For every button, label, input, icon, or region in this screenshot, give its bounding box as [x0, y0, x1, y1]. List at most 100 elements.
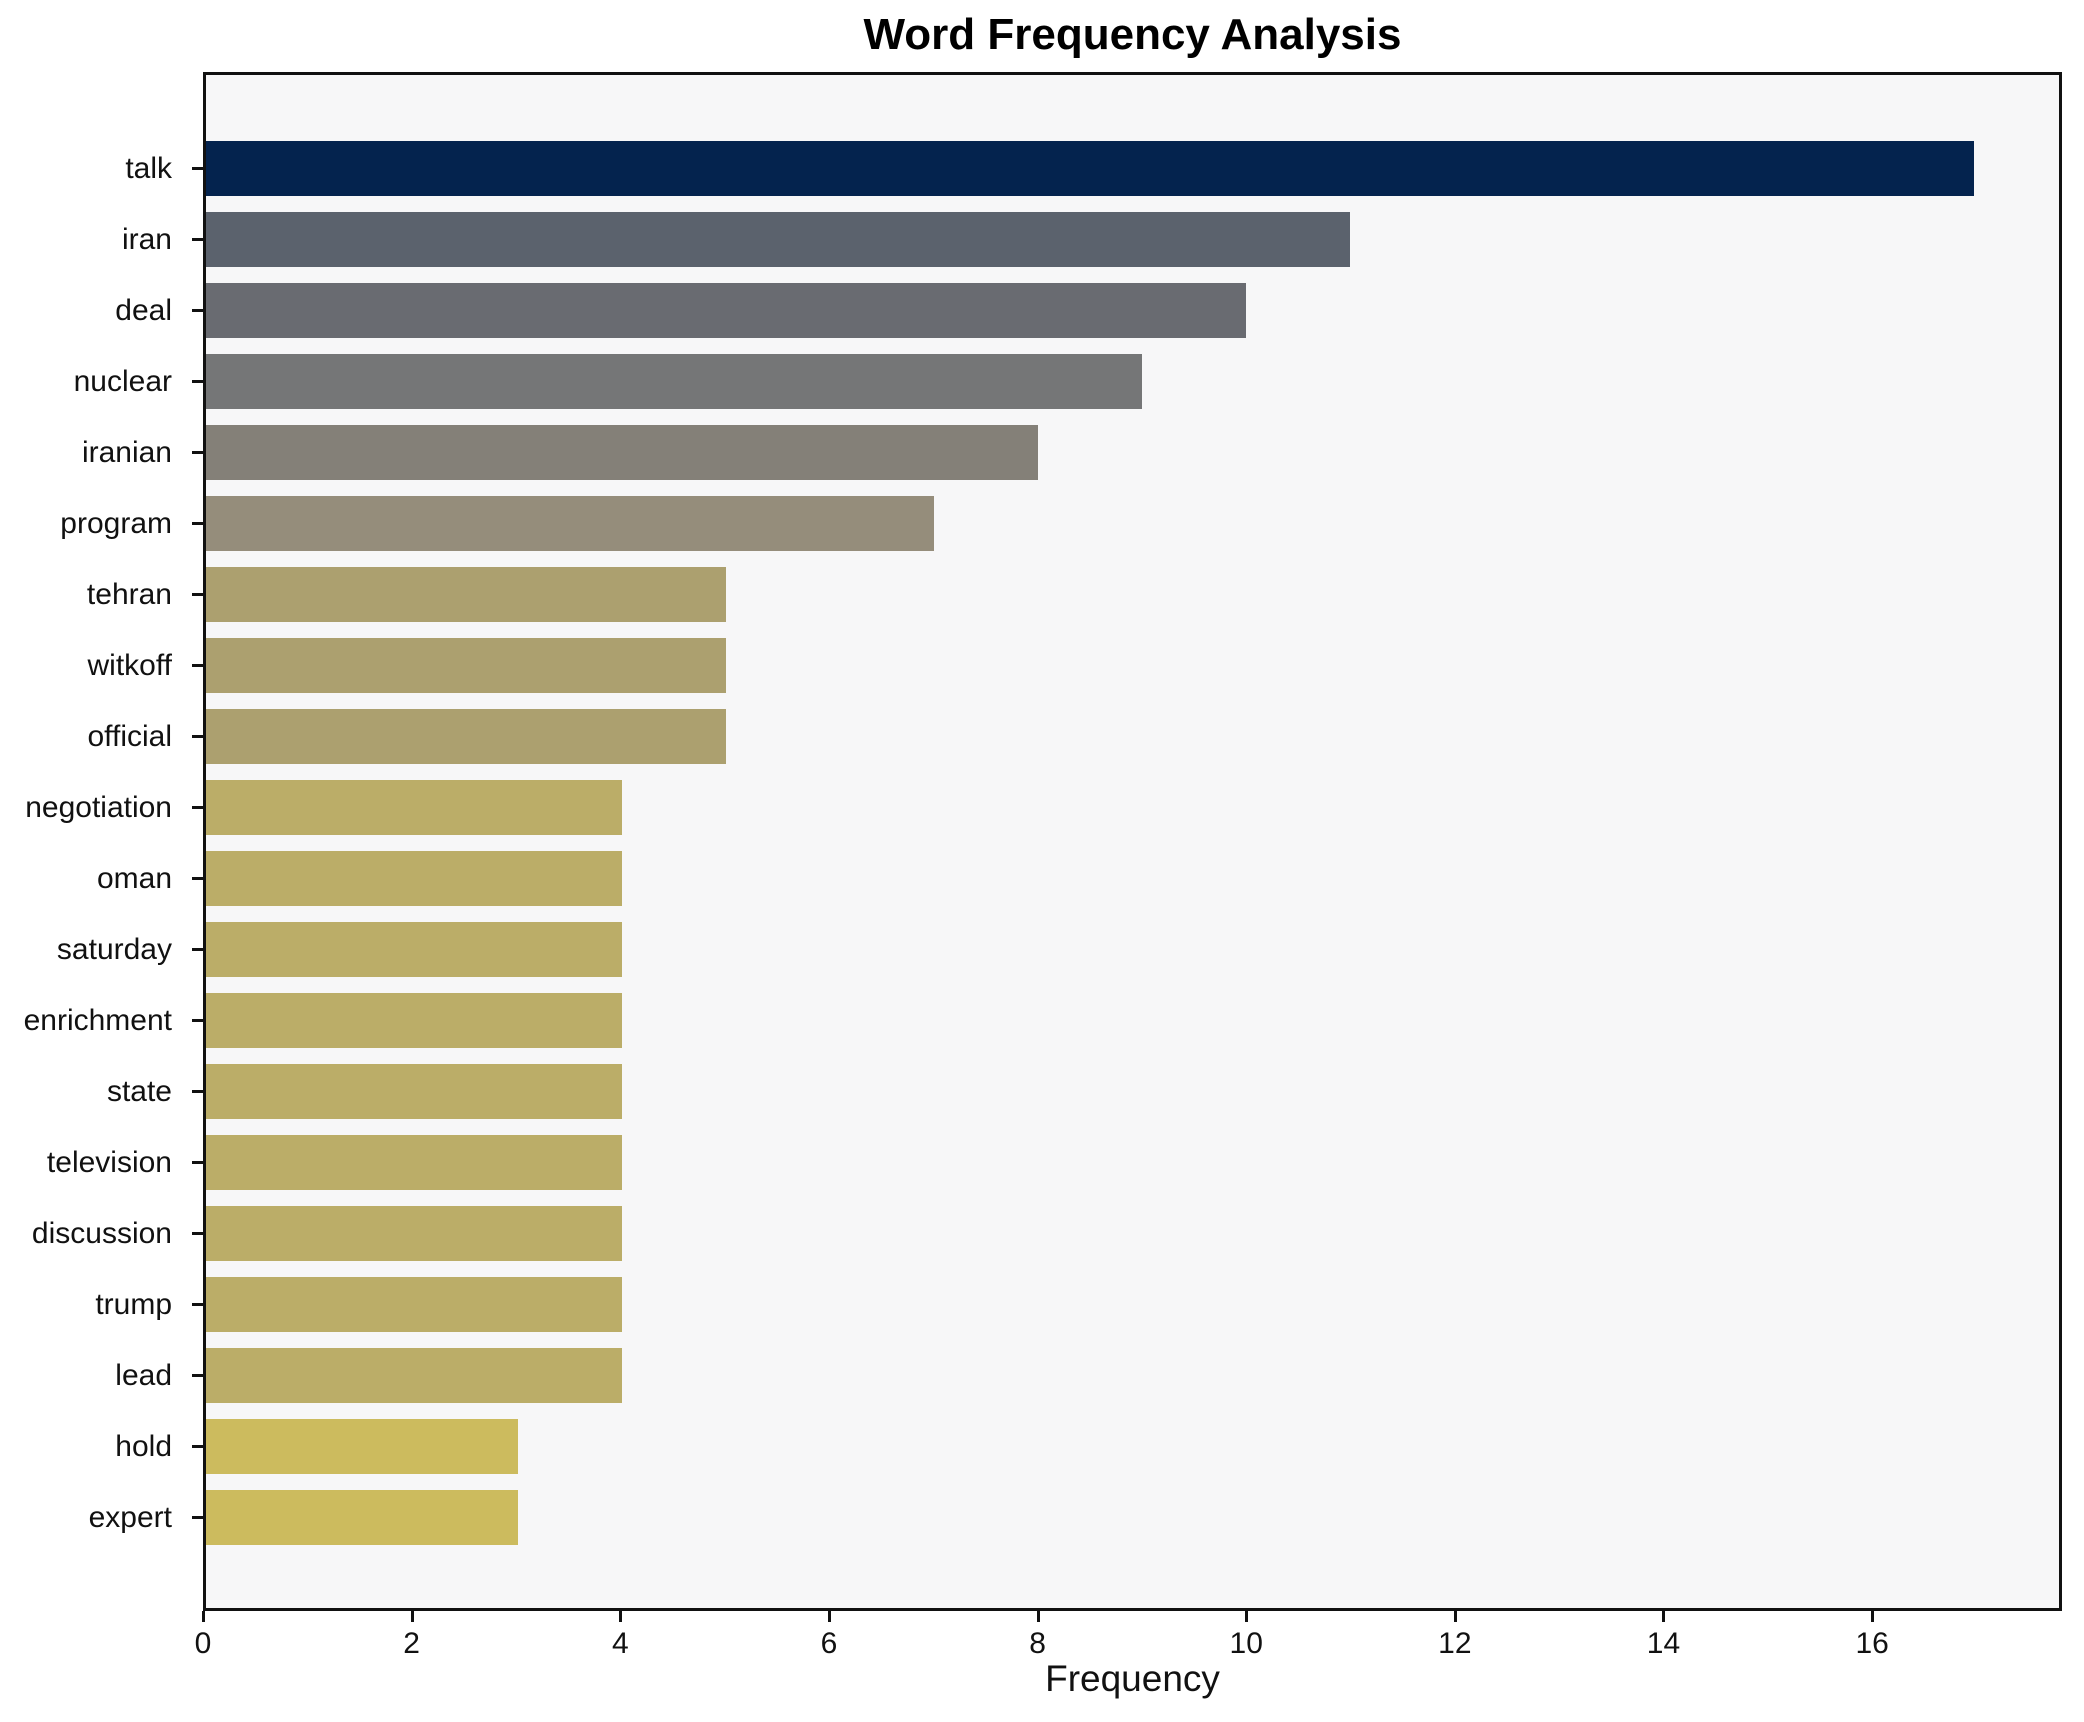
y-tick-mark — [192, 450, 203, 454]
bar-row — [206, 1056, 2059, 1127]
x-tick-label: 16 — [1855, 1627, 1889, 1660]
y-tick-label-oman: oman — [96, 861, 172, 895]
y-tick-mark — [192, 1089, 203, 1093]
y-axis: talk iran deal nuclear iranian program tehran w… — [0, 72, 203, 1611]
y-label-row: expert — [0, 1482, 203, 1553]
bar-hold — [206, 1419, 518, 1474]
y-tick-label-witkoff: witkoff — [87, 648, 172, 682]
y-tick-label-saturday: saturday — [56, 932, 172, 966]
y-label-row: trump — [0, 1269, 203, 1340]
x-tick-mark — [1871, 1611, 1875, 1622]
y-tick-label-deal: deal — [115, 293, 172, 327]
x-tick-mark — [827, 1611, 831, 1622]
bar-row — [206, 1269, 2059, 1340]
y-tick-mark — [192, 876, 203, 880]
bar-row — [206, 275, 2059, 346]
y-tick-label-state: state — [106, 1074, 172, 1108]
bar-row — [206, 1127, 2059, 1198]
y-tick-mark — [192, 1018, 203, 1022]
x-tick-mark — [1453, 1611, 1457, 1622]
bar-negotiation — [206, 780, 622, 835]
bar-expert — [206, 1490, 518, 1545]
y-tick-label-talk: talk — [125, 151, 172, 185]
bar-tehran — [206, 567, 726, 622]
y-tick-mark — [192, 1160, 203, 1164]
x-tick-label: 14 — [1646, 1627, 1681, 1660]
bar-row — [206, 985, 2059, 1056]
y-tick-label-lead: lead — [115, 1358, 172, 1392]
y-tick-mark — [192, 663, 203, 667]
x-tick-label: 10 — [1229, 1627, 1263, 1660]
y-tick-mark — [192, 237, 203, 241]
y-label-row: tehran — [0, 559, 203, 630]
y-label-row: television — [0, 1127, 203, 1198]
x-tick-mark — [1662, 1611, 1666, 1622]
bar-row — [206, 1198, 2059, 1269]
y-tick-label-hold: hold — [115, 1429, 172, 1463]
y-tick-label-negotiation: negotiation — [25, 790, 172, 824]
y-label-row: program — [0, 488, 203, 559]
y-tick-mark — [192, 947, 203, 951]
bar-row — [206, 1411, 2059, 1482]
bar-nuclear — [206, 354, 1142, 409]
bar-row — [206, 559, 2059, 630]
y-tick-mark — [192, 1515, 203, 1519]
x-tick-mark — [202, 1611, 205, 1622]
plot-area — [203, 72, 2062, 1611]
y-tick-mark — [192, 592, 203, 596]
bar-row — [206, 346, 2059, 417]
bar-saturday — [206, 922, 622, 977]
y-label-row: oman — [0, 843, 203, 914]
y-tick-label-expert: expert — [88, 1500, 172, 1534]
x-tick-label: 2 — [403, 1627, 420, 1660]
bar-row — [206, 843, 2059, 914]
y-tick-mark — [192, 734, 203, 738]
x-axis: 0 2 4 6 8 10 12 14 16 — [195, 1611, 2062, 1671]
y-label-row: witkoff — [0, 630, 203, 701]
bar-row — [206, 1340, 2059, 1411]
bar-enrichment — [206, 993, 622, 1048]
y-label-row: iranian — [0, 417, 203, 488]
y-label-row: enrichment — [0, 985, 203, 1056]
y-tick-label-iran: iran — [121, 222, 172, 256]
y-tick-label-enrichment: enrichment — [23, 1003, 172, 1037]
y-tick-label-tehran: tehran — [86, 577, 172, 611]
y-label-row: nuclear — [0, 346, 203, 417]
x-tick-mark — [619, 1611, 623, 1622]
y-tick-label-television: television — [46, 1145, 172, 1179]
chart-title: Word Frequency Analysis — [863, 10, 1402, 59]
y-tick-mark — [192, 379, 203, 383]
y-tick-mark — [192, 1373, 203, 1377]
bar-trump — [206, 1277, 622, 1332]
bar-talk — [206, 141, 1974, 196]
bar-row — [206, 488, 2059, 559]
bar-row — [206, 204, 2059, 275]
y-label-row: iran — [0, 204, 203, 275]
y-tick-mark — [192, 805, 203, 809]
y-label-row: discussion — [0, 1198, 203, 1269]
y-tick-mark — [192, 1444, 203, 1448]
y-label-row: negotiation — [0, 772, 203, 843]
y-tick-mark — [192, 166, 203, 170]
y-tick-label-iranian: iranian — [81, 435, 172, 469]
bar-television — [206, 1135, 622, 1190]
x-tick-label: 4 — [611, 1627, 629, 1660]
y-label-row: talk — [0, 133, 203, 204]
y-tick-mark — [192, 1231, 203, 1235]
x-tick-label: 8 — [1029, 1627, 1046, 1660]
x-axis-label: Frequency — [1045, 1658, 1220, 1699]
x-tick-mark — [410, 1611, 414, 1622]
y-tick-label-nuclear: nuclear — [73, 364, 172, 398]
bar-program — [206, 496, 934, 551]
x-tick-label: 0 — [194, 1627, 212, 1660]
bar-official — [206, 709, 726, 764]
bar-row — [206, 701, 2059, 772]
bar-witkoff — [206, 638, 726, 693]
y-tick-mark — [192, 521, 203, 525]
bar-oman — [206, 851, 622, 906]
y-tick-mark — [192, 308, 203, 312]
y-tick-label-discussion: discussion — [31, 1216, 172, 1250]
y-tick-label-trump: trump — [95, 1287, 172, 1321]
bar-deal — [206, 283, 1246, 338]
